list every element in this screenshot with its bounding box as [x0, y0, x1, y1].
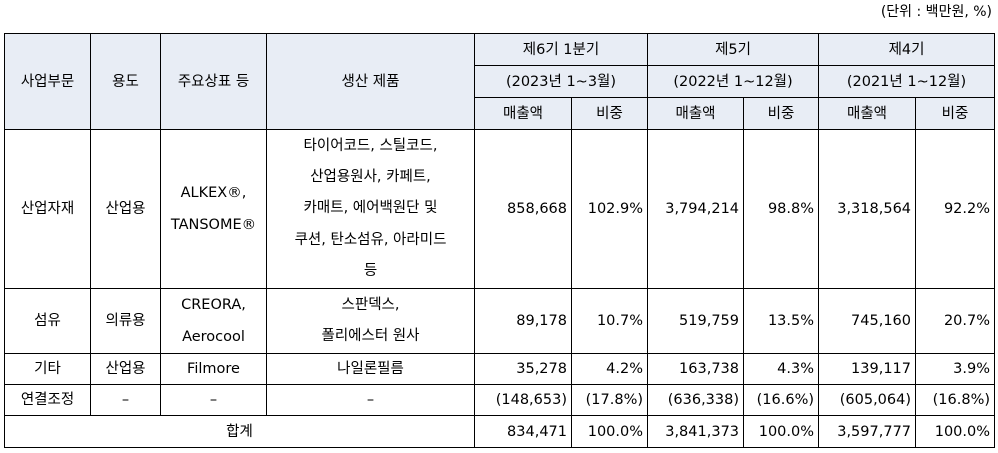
product-cell: 나일론필름 — [266, 353, 475, 385]
header-segment: 사업부문 — [4, 33, 91, 130]
table-row: 기타 산업용 Filmore 나일론필름 35,278 4.2% 163,738… — [4, 353, 996, 385]
table-row: 섬유 의류용 CREORA, Aerocool 스판덱스, 폴리에스터 원사 8… — [4, 288, 996, 354]
segment-cell: 섬유 — [4, 288, 91, 354]
header-share: 비중 — [743, 97, 820, 130]
product-line: 타이어코드, 스틸코드, — [303, 137, 438, 154]
header-brand: 주요상표 등 — [160, 33, 267, 130]
header-period-range: (2023년 1~3월) — [473, 65, 649, 98]
share-cell: 102.9% — [570, 129, 649, 289]
header-product: 생산 제품 — [266, 33, 475, 130]
sales-cell: 163,738 — [647, 353, 745, 385]
sales-cell: (605,064) — [818, 384, 917, 416]
segment-cell: 연결조정 — [4, 384, 91, 416]
header-period-range: (2021년 1~12월) — [818, 65, 996, 98]
brand-cell: – — [160, 384, 267, 416]
product-line: 스판덱스, — [341, 296, 400, 313]
header-share: 비중 — [915, 97, 996, 130]
use-cell: 의류용 — [90, 288, 161, 354]
use-cell: 산업용 — [90, 353, 161, 385]
share-cell: (17.8%) — [570, 384, 649, 416]
share-cell: 20.7% — [915, 288, 996, 354]
sales-cell: (636,338) — [647, 384, 745, 416]
share-cell: 4.3% — [743, 353, 820, 385]
share-cell: (16.8%) — [915, 384, 996, 416]
header-use: 용도 — [90, 33, 161, 130]
share-cell: (16.6%) — [743, 384, 820, 416]
use-cell: – — [90, 384, 161, 416]
sales-cell: (148,653) — [474, 384, 572, 416]
share-cell: 13.5% — [743, 288, 820, 354]
brand-line: ALKEX®, — [180, 185, 247, 201]
total-share-cell: 100.0% — [570, 415, 649, 448]
brand-line: Aerocool — [182, 329, 245, 345]
sales-cell: 858,668 — [474, 129, 572, 289]
product-line: 등 — [363, 262, 378, 279]
share-cell: 92.2% — [915, 129, 996, 289]
sales-cell: 3,794,214 — [647, 129, 745, 289]
total-sales-cell: 3,597,777 — [818, 415, 917, 448]
share-cell: 10.7% — [570, 288, 649, 354]
sales-cell: 35,278 — [474, 353, 572, 385]
product-line: 산업용원사, 카페트, — [310, 169, 431, 186]
sales-cell: 139,117 — [818, 353, 917, 385]
share-cell: 4.2% — [570, 353, 649, 385]
total-sales-cell: 3,841,373 — [647, 415, 745, 448]
header-sales: 매출액 — [647, 97, 745, 130]
header-period-name: 제6기 1분기 — [473, 33, 649, 66]
total-sales-cell: 834,471 — [474, 415, 572, 448]
use-cell: 산업용 — [90, 129, 161, 289]
sales-cell: 89,178 — [474, 288, 572, 354]
header-period-range: (2022년 1~12월) — [647, 65, 820, 98]
header-row: 매출액 비중 매출액 비중 매출액 비중 — [5, 97, 996, 130]
product-line: 쿠션, 탄소섬유, 아라미드 — [294, 231, 447, 248]
segment-cell: 기타 — [4, 353, 91, 385]
table-row: 산업자재 산업용 ALKEX®, TANSOME® 타이어코드, 스틸코드, 산… — [4, 129, 996, 289]
product-cell: 타이어코드, 스틸코드, 산업용원사, 카페트, 카매트, 에어백원단 및 쿠션… — [266, 129, 475, 289]
unit-note: (단위 : 백만원, %) — [880, 4, 992, 20]
table-row: 연결조정 – – – (148,653) (17.8%) (636,338) (… — [4, 384, 996, 416]
brand-line: CREORA, — [181, 297, 246, 313]
sales-table: 사업부문 용도 주요상표 등 생산 제품 제6기 1분기 제5기 제4기 (20… — [4, 33, 996, 448]
header-row: 사업부문 용도 주요상표 등 생산 제품 제6기 1분기 제5기 제4기 — [4, 33, 996, 130]
header-sales: 매출액 — [474, 97, 572, 130]
total-row: 합계 834,471 100.0% 3,841,373 100.0% 3,597… — [4, 415, 996, 448]
total-share-cell: 100.0% — [915, 415, 996, 448]
header-row: (2023년 1~3월) (2022년 1~12월) (2021년 1~12월) — [5, 65, 996, 98]
header-share: 비중 — [570, 97, 649, 130]
product-cell: 스판덱스, 폴리에스터 원사 — [266, 288, 475, 354]
brand-cell: CREORA, Aerocool — [160, 288, 267, 354]
product-line: 카매트, 에어백원단 및 — [303, 200, 438, 217]
sales-cell: 3,318,564 — [818, 129, 917, 289]
product-cell: – — [266, 384, 475, 416]
product-line: 폴리에스터 원사 — [321, 328, 420, 344]
total-label: 합계 — [4, 415, 475, 448]
brand-cell: Filmore — [160, 353, 267, 385]
segment-cell: 산업자재 — [4, 129, 91, 289]
sales-cell: 519,759 — [647, 288, 745, 354]
brand-cell: ALKEX®, TANSOME® — [160, 129, 267, 289]
total-share-cell: 100.0% — [743, 415, 820, 448]
header-period-name: 제4기 — [818, 33, 996, 66]
share-cell: 3.9% — [915, 353, 996, 385]
header-sales: 매출액 — [818, 97, 917, 130]
share-cell: 98.8% — [743, 129, 820, 289]
sales-cell: 745,160 — [818, 288, 917, 354]
header-period-name: 제5기 — [647, 33, 820, 66]
brand-line: TANSOME® — [170, 217, 257, 233]
